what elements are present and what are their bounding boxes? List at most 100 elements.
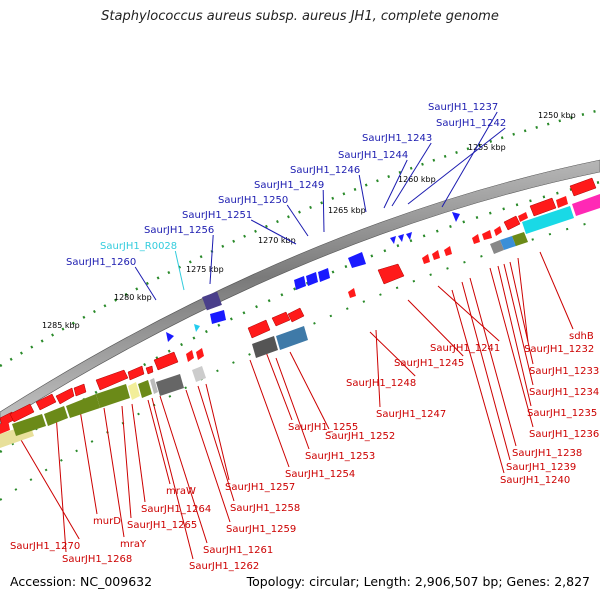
cog-block[interactable] bbox=[44, 406, 68, 426]
cog-block[interactable] bbox=[252, 336, 278, 358]
cds-arrow[interactable] bbox=[55, 387, 75, 405]
gene-label[interactable]: SaurJH1_1234 bbox=[529, 387, 599, 398]
cds-arrow[interactable] bbox=[127, 365, 145, 381]
gene-label[interactable]: mraW bbox=[166, 486, 196, 497]
cds-arrow[interactable] bbox=[306, 272, 318, 286]
cog-block[interactable] bbox=[138, 380, 152, 398]
gene-label[interactable]: SaurJH1_1259 bbox=[226, 524, 296, 535]
cds-arrow[interactable] bbox=[145, 365, 154, 375]
gene-label[interactable]: SaurJH1_1250 bbox=[218, 195, 288, 206]
gene-label[interactable]: SaurJH1_1241 bbox=[430, 343, 500, 354]
genome-summary-text: Topology: circular; Length: 2,906,507 bp… bbox=[246, 574, 590, 589]
gene-label[interactable]: SaurJH1_1246 bbox=[290, 165, 360, 176]
gene-label[interactable]: SaurJH1_1233 bbox=[529, 366, 599, 377]
gene-label[interactable]: SaurJH1_1255 bbox=[288, 422, 358, 433]
gene-label[interactable]: SaurJH1_1248 bbox=[346, 378, 416, 389]
cds-arrow[interactable] bbox=[503, 215, 521, 231]
gene-label[interactable]: SaurJH1_1252 bbox=[325, 431, 395, 442]
cds-arrow[interactable] bbox=[194, 324, 200, 332]
gene-label[interactable]: SaurJH1_1251 bbox=[182, 210, 252, 221]
cds-arrow[interactable] bbox=[348, 252, 366, 268]
gene-label[interactable]: SaurJH1_1262 bbox=[189, 561, 259, 572]
cds-arrow[interactable] bbox=[556, 196, 568, 208]
gene-label[interactable]: SaurJH1_1240 bbox=[500, 475, 570, 486]
cds-arrow[interactable] bbox=[73, 383, 87, 397]
gene-label[interactable]: sdhB bbox=[569, 331, 594, 342]
cds-arrow[interactable] bbox=[153, 351, 179, 371]
cds-arrow[interactable] bbox=[186, 350, 194, 362]
cds-arrow[interactable] bbox=[318, 268, 330, 282]
cds-arrow[interactable] bbox=[287, 307, 305, 323]
label-connector bbox=[275, 357, 310, 450]
cds-arrow[interactable] bbox=[196, 348, 204, 360]
gene-label[interactable]: murD bbox=[93, 516, 121, 527]
gene-label[interactable]: SaurJH1_1238 bbox=[512, 448, 582, 459]
gene-label[interactable]: SaurJH1_1261 bbox=[203, 545, 273, 556]
cds-arrow[interactable] bbox=[432, 250, 440, 260]
cds-block[interactable] bbox=[202, 291, 222, 311]
cds-arrow[interactable] bbox=[271, 311, 291, 327]
gene-label[interactable]: mraY bbox=[120, 539, 147, 550]
gene-label[interactable]: SaurJH1_1235 bbox=[527, 408, 597, 419]
gene-label[interactable]: SaurJH1_1258 bbox=[230, 503, 300, 514]
gene-label[interactable]: SaurJH1_1232 bbox=[524, 344, 594, 355]
gene-label[interactable]: SaurJH1_1264 bbox=[141, 504, 211, 515]
gene-label[interactable]: SaurJH1_1253 bbox=[305, 451, 375, 462]
cds-arrow[interactable] bbox=[166, 332, 174, 342]
gene-label[interactable]: SaurJH1_1236 bbox=[529, 429, 599, 440]
cds-arrow[interactable] bbox=[482, 230, 492, 240]
cds-arrow[interactable] bbox=[529, 197, 557, 217]
cog-block[interactable] bbox=[512, 232, 528, 246]
cog-block[interactable] bbox=[522, 206, 574, 234]
cog-block[interactable] bbox=[500, 236, 516, 250]
genome-backbone bbox=[0, 159, 600, 425]
cds-arrow[interactable] bbox=[518, 212, 528, 222]
cog-block[interactable] bbox=[12, 414, 46, 436]
cog-block[interactable] bbox=[96, 384, 130, 408]
cds-arrow[interactable] bbox=[377, 263, 405, 285]
label-connector bbox=[159, 395, 208, 544]
cds-arrow[interactable] bbox=[569, 177, 597, 197]
cds-arrow[interactable] bbox=[406, 232, 412, 240]
gene-label[interactable]: SaurJH1_1270 bbox=[10, 541, 80, 552]
cds-arrow[interactable] bbox=[35, 393, 57, 411]
cog-block[interactable] bbox=[0, 420, 10, 434]
cds-arrow[interactable] bbox=[452, 212, 460, 222]
gene-label[interactable]: SaurJH1_R0028 bbox=[100, 241, 177, 252]
cog-block[interactable] bbox=[66, 394, 100, 418]
cog-block[interactable] bbox=[156, 374, 184, 396]
cds-arrow[interactable] bbox=[9, 403, 35, 423]
cog-block[interactable] bbox=[192, 366, 206, 382]
cds-arrow[interactable] bbox=[247, 319, 271, 339]
gene-label[interactable]: SaurJH1_1256 bbox=[144, 225, 214, 236]
cds-arrow[interactable] bbox=[294, 276, 306, 290]
cds-arrow[interactable] bbox=[95, 369, 129, 391]
cds-arrow[interactable] bbox=[472, 234, 480, 244]
gene-label[interactable]: SaurJH1_1260 bbox=[66, 257, 136, 268]
cog-block[interactable] bbox=[128, 382, 140, 400]
cds-arrow[interactable] bbox=[444, 246, 452, 256]
gene-label[interactable]: SaurJH1_1239 bbox=[506, 462, 576, 473]
cog-block[interactable] bbox=[572, 194, 600, 216]
gene-label[interactable]: SaurJH1_1254 bbox=[285, 469, 355, 480]
gene-label[interactable]: SaurJH1_1243 bbox=[362, 133, 432, 144]
gene-label[interactable]: SaurJH1_1268 bbox=[62, 554, 132, 565]
gene-label[interactable]: SaurJH1_1245 bbox=[394, 358, 464, 369]
cds-arrow[interactable] bbox=[348, 288, 356, 298]
cds-arrow[interactable] bbox=[494, 226, 502, 236]
cds-arrow[interactable] bbox=[422, 254, 430, 264]
gene-label[interactable]: SaurJH1_1237 bbox=[428, 102, 498, 113]
label-connector bbox=[103, 407, 125, 538]
gene-label[interactable]: SaurJH1_1249 bbox=[254, 180, 324, 191]
cds-arrow[interactable] bbox=[210, 310, 226, 324]
cds-arrow[interactable] bbox=[390, 236, 396, 244]
cog-block[interactable] bbox=[150, 378, 158, 394]
cog-block[interactable] bbox=[276, 326, 308, 350]
gene-label[interactable]: SaurJH1_1244 bbox=[338, 150, 408, 161]
cog-block[interactable] bbox=[490, 240, 504, 254]
gene-label[interactable]: SaurJH1_1257 bbox=[225, 482, 295, 493]
gene-label[interactable]: SaurJH1_1242 bbox=[436, 118, 506, 129]
gene-label[interactable]: SaurJH1_1247 bbox=[376, 409, 446, 420]
gene-label[interactable]: SaurJH1_1265 bbox=[127, 520, 197, 531]
cds-arrow[interactable] bbox=[398, 234, 404, 242]
